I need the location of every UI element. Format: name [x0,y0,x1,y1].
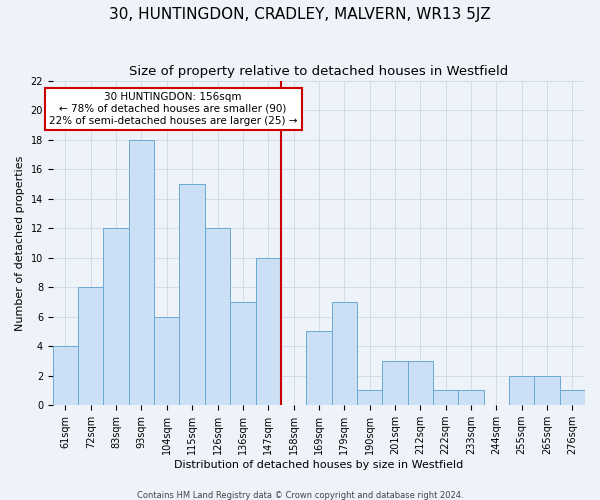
X-axis label: Distribution of detached houses by size in Westfield: Distribution of detached houses by size … [174,460,464,470]
Bar [129,140,154,405]
Bar [53,346,78,405]
Bar [103,228,129,405]
Bar [205,228,230,405]
Bar [256,258,281,405]
Bar [433,390,458,405]
Bar [154,316,179,405]
Bar [407,361,433,405]
Text: Contains HM Land Registry data © Crown copyright and database right 2024.: Contains HM Land Registry data © Crown c… [137,490,463,500]
Bar [560,390,585,405]
Bar [357,390,382,405]
Bar [458,390,484,405]
Bar [179,184,205,405]
Bar [382,361,407,405]
Bar [535,376,560,405]
Bar [230,302,256,405]
Text: 30 HUNTINGDON: 156sqm
← 78% of detached houses are smaller (90)
22% of semi-deta: 30 HUNTINGDON: 156sqm ← 78% of detached … [49,92,298,126]
Y-axis label: Number of detached properties: Number of detached properties [15,155,25,330]
Title: Size of property relative to detached houses in Westfield: Size of property relative to detached ho… [129,65,509,78]
Bar [332,302,357,405]
Bar [509,376,535,405]
Text: 30, HUNTINGDON, CRADLEY, MALVERN, WR13 5JZ: 30, HUNTINGDON, CRADLEY, MALVERN, WR13 5… [109,8,491,22]
Bar [78,287,103,405]
Bar [306,332,332,405]
